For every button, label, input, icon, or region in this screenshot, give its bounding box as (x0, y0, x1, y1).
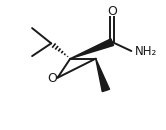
Polygon shape (96, 59, 110, 92)
Text: NH₂: NH₂ (135, 44, 157, 57)
Text: O: O (107, 5, 117, 18)
Text: O: O (47, 73, 57, 86)
Polygon shape (70, 39, 114, 59)
